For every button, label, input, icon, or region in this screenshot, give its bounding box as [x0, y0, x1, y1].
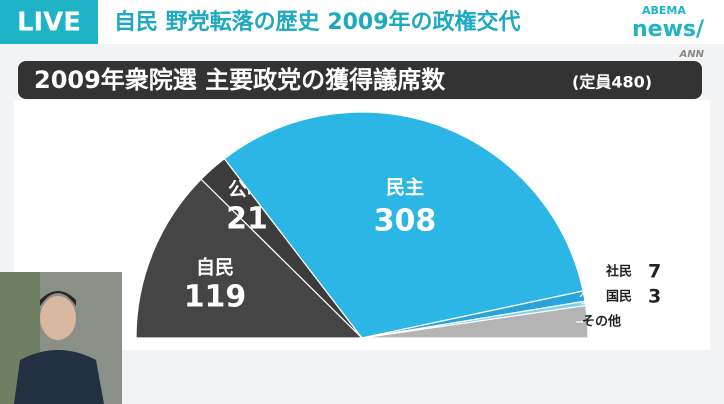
slice [361, 304, 589, 339]
slice-name: 社民 [605, 264, 632, 280]
video-inset [0, 272, 122, 404]
network-mark: ANN [679, 49, 705, 60]
headline: 自民 野党転落の歴史 2009年の政権交代 [114, 9, 521, 35]
chart-title: 2009年衆院選 主要政党の獲得議席数 [34, 66, 446, 94]
slice [223, 111, 584, 339]
title-banner [18, 61, 702, 99]
slice-value: 7 [648, 261, 661, 283]
slice [135, 178, 364, 339]
inset-body [14, 350, 104, 404]
slice-name: 自民 [196, 256, 234, 279]
inset-hair [40, 291, 76, 306]
logo-bottom: news/ [632, 17, 705, 42]
logo-top: ABEMA [642, 4, 686, 17]
slice-name: その他 [582, 314, 621, 330]
inset-face [40, 296, 76, 340]
live-badge [0, 0, 98, 44]
live-text: LIVE [17, 8, 81, 38]
slice-value: 308 [374, 204, 437, 239]
slice-name: 民主 [386, 177, 424, 199]
slice-value: 3 [648, 286, 661, 308]
leader-line [579, 271, 601, 298]
slice-value: 119 [184, 280, 247, 315]
header-bar [0, 0, 724, 44]
slice-value: 21 [226, 202, 268, 237]
chart-subtitle: (定員480) [572, 73, 652, 92]
leader-line [581, 296, 601, 305]
slice-name: 国民 [606, 290, 632, 305]
